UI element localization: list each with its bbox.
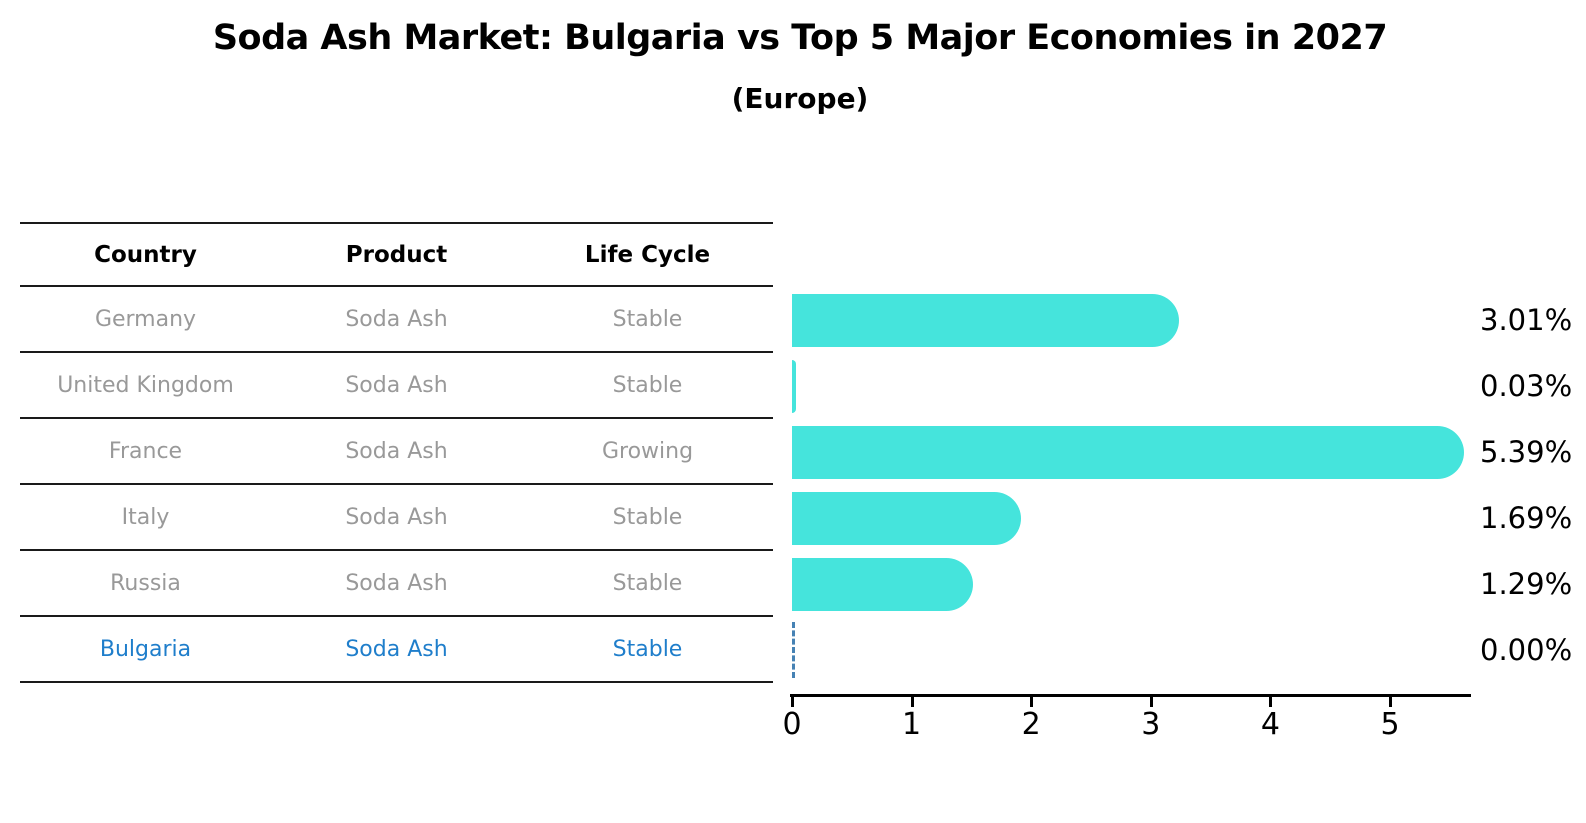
value-label-column: 3.01% 0.03% 5.39% 1.69% 1.29% 0.00% — [1480, 287, 1586, 683]
value-label-germany: 3.01% — [1480, 303, 1573, 337]
table-row-germany: Germany Soda Ash Stable — [20, 287, 773, 353]
bar-chart-area — [792, 287, 1492, 683]
value-label-bulgaria: 0.00% — [1480, 633, 1573, 667]
product-cell: Soda Ash — [345, 636, 448, 662]
product-cell: Soda Ash — [345, 372, 448, 398]
x-axis-tick — [1149, 697, 1153, 707]
chart-subtitle: (Europe) — [731, 82, 869, 115]
bar-france — [792, 426, 1464, 479]
life-cycle-cell: Stable — [612, 570, 683, 596]
column-header-life-cycle: Life Cycle — [584, 241, 711, 268]
table-row-france: France Soda Ash Growing — [20, 419, 773, 485]
product-cell: Soda Ash — [345, 570, 448, 596]
value-label-russia: 1.29% — [1480, 567, 1573, 601]
life-cycle-cell: Stable — [612, 504, 683, 530]
life-cycle-cell: Stable — [612, 306, 683, 332]
table-row-russia: Russia Soda Ash Stable — [20, 551, 773, 617]
country-cell: Russia — [110, 570, 181, 596]
x-axis-tick-label: 0 — [782, 707, 802, 742]
x-axis-tick — [791, 697, 794, 707]
x-axis-line — [790, 694, 1471, 697]
life-cycle-cell: Stable — [612, 636, 683, 662]
bar-united-kingdom — [792, 360, 796, 413]
country-cell: United Kingdom — [57, 372, 234, 398]
life-cycle-cell: Stable — [612, 372, 683, 398]
bar-italy — [792, 492, 1022, 545]
life-cycle-cell: Growing — [601, 438, 694, 464]
value-label-united-kingdom: 0.03% — [1480, 369, 1573, 403]
column-header-product: Product — [345, 241, 448, 268]
zero-value-marker-bulgaria — [792, 622, 795, 678]
x-axis-tick — [1269, 697, 1273, 707]
country-cell: Italy — [121, 504, 170, 530]
value-label-italy: 1.69% — [1480, 501, 1573, 535]
product-cell: Soda Ash — [345, 306, 448, 332]
bar-germany — [792, 294, 1179, 347]
table-header-row: Country Product Life Cycle — [20, 224, 773, 287]
chart-title: Soda Ash Market: Bulgaria vs Top 5 Major… — [212, 18, 1388, 58]
bar-russia — [792, 558, 974, 611]
table-row-united-kingdom: United Kingdom Soda Ash Stable — [20, 353, 773, 419]
x-axis-tick — [910, 697, 914, 707]
country-cell: France — [108, 438, 183, 464]
country-cell: Germany — [94, 306, 197, 332]
country-table: Country Product Life Cycle Germany Soda … — [20, 222, 773, 683]
x-axis-tick — [1030, 697, 1034, 707]
product-cell: Soda Ash — [345, 438, 448, 464]
x-axis-tick-label: 1 — [902, 707, 922, 742]
x-axis-tick — [1389, 697, 1392, 707]
country-cell: Bulgaria — [99, 636, 192, 662]
table-row-italy: Italy Soda Ash Stable — [20, 485, 773, 551]
product-cell: Soda Ash — [345, 504, 448, 530]
value-label-france: 5.39% — [1480, 435, 1573, 469]
column-header-country: Country — [94, 241, 197, 268]
x-axis-tick-label: 5 — [1380, 707, 1400, 742]
table-row-bulgaria: Bulgaria Soda Ash Stable — [20, 617, 773, 683]
x-axis-tick-label: 3 — [1141, 707, 1161, 742]
x-axis-tick-label: 2 — [1021, 707, 1041, 742]
x-axis-tick-label: 4 — [1260, 707, 1280, 742]
